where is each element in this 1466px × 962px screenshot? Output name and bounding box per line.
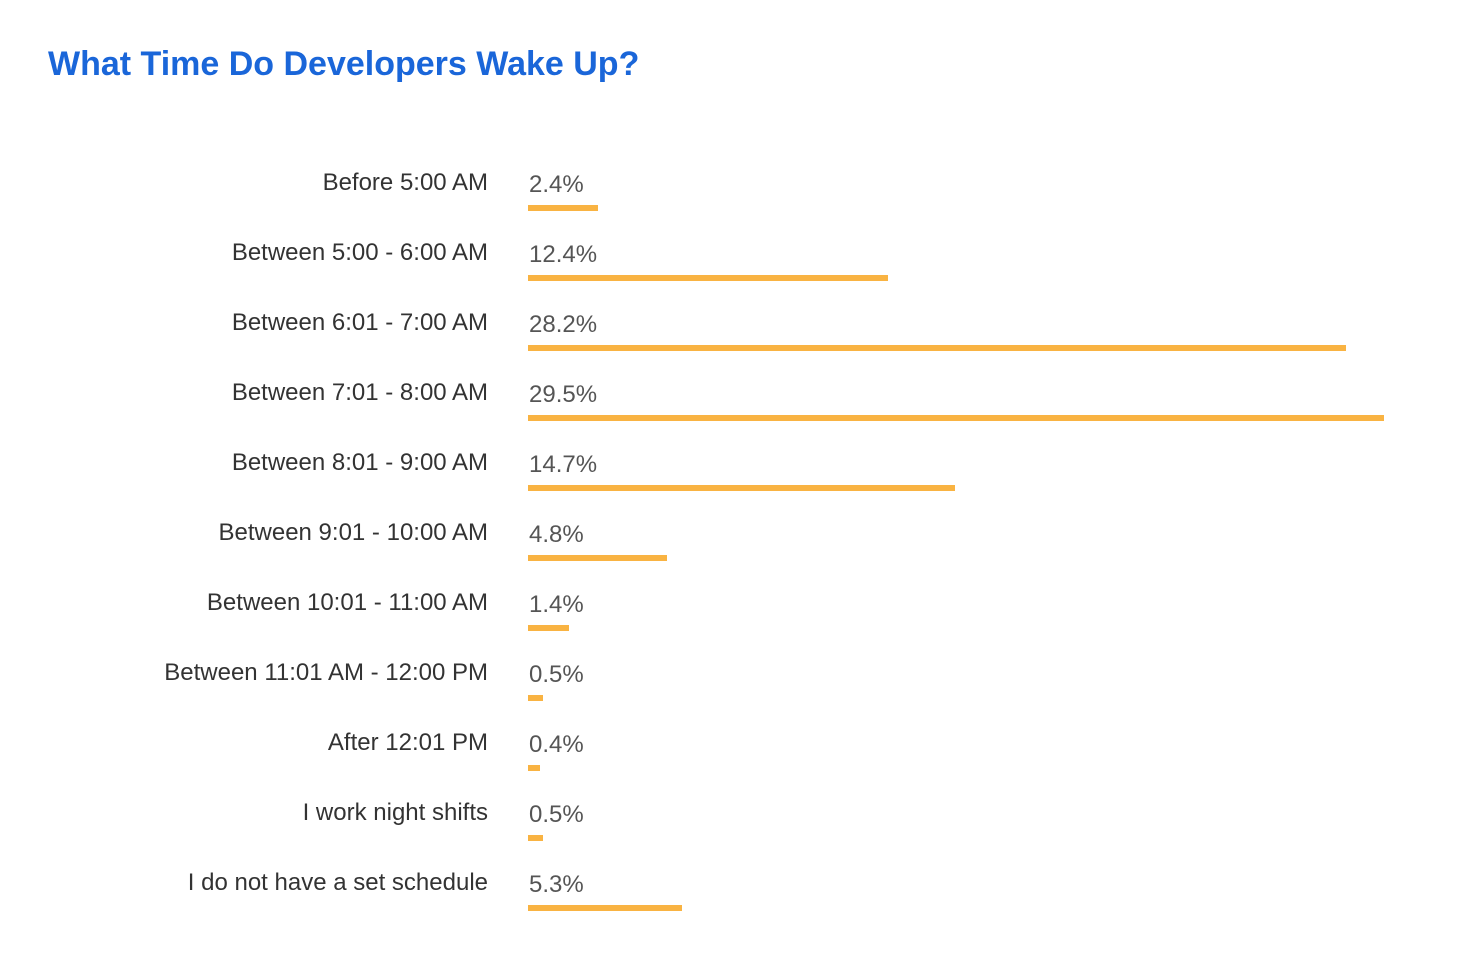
- category-label: After 12:01 PM: [327, 729, 488, 756]
- value-label: 28.2%: [529, 311, 598, 338]
- bar-row: Between 9:01 - 10:00 AM 4.8%: [0, 510, 1466, 580]
- value-label: 29.5%: [529, 381, 598, 408]
- bar-row: Between 5:00 - 6:00 AM 12.4%: [0, 230, 1466, 300]
- chart-title: What Time Do Developers Wake Up?: [48, 45, 640, 83]
- value-label: 2.4%: [529, 171, 584, 198]
- category-label: I do not have a set schedule: [187, 869, 488, 896]
- bar-row: Between 10:01 - 11:00 AM 1.4%: [0, 580, 1466, 650]
- value-label: 0.5%: [529, 661, 584, 688]
- category-label: Between 6:01 - 7:00 AM: [231, 309, 488, 336]
- bar: [528, 275, 888, 281]
- category-label: Between 11:01 AM - 12:00 PM: [164, 659, 488, 686]
- value-label: 12.4%: [529, 241, 598, 268]
- bar: [528, 555, 667, 561]
- bar: [528, 695, 543, 701]
- category-label: Between 7:01 - 8:00 AM: [231, 379, 488, 406]
- bar-row: Between 8:01 - 9:00 AM 14.7%: [0, 440, 1466, 510]
- category-label: Between 8:01 - 9:00 AM: [231, 449, 488, 476]
- bar: [528, 205, 598, 211]
- value-label: 5.3%: [529, 871, 584, 898]
- bar-row: Before 5:00 AM 2.4%: [0, 160, 1466, 230]
- bar-row: Between 11:01 AM - 12:00 PM 0.5%: [0, 650, 1466, 720]
- value-label: 4.8%: [529, 521, 584, 548]
- category-label: I work night shifts: [302, 799, 488, 826]
- bar-row: Between 6:01 - 7:00 AM 28.2%: [0, 300, 1466, 370]
- category-label: Before 5:00 AM: [322, 169, 488, 196]
- category-label: Between 9:01 - 10:00 AM: [218, 519, 488, 546]
- bar: [528, 345, 1346, 351]
- bar-row: After 12:01 PM 0.4%: [0, 720, 1466, 790]
- bar: [528, 905, 682, 911]
- bar: [528, 485, 955, 491]
- category-label: Between 10:01 - 11:00 AM: [206, 589, 488, 616]
- bar-row: I work night shifts 0.5%: [0, 790, 1466, 860]
- bar-chart: Before 5:00 AM 2.4% Between 5:00 - 6:00 AM…: [0, 160, 1466, 930]
- value-label: 0.5%: [529, 801, 584, 828]
- bar: [528, 765, 540, 771]
- bar-row: Between 7:01 - 8:00 AM 29.5%: [0, 370, 1466, 440]
- value-label: 14.7%: [529, 451, 598, 478]
- category-label: Between 5:00 - 6:00 AM: [231, 239, 488, 266]
- value-label: 1.4%: [529, 591, 584, 618]
- bar-row: I do not have a set schedule 5.3%: [0, 860, 1466, 930]
- bar: [528, 835, 543, 841]
- bar: [528, 415, 1384, 421]
- value-label: 0.4%: [529, 731, 584, 758]
- bar: [528, 625, 569, 631]
